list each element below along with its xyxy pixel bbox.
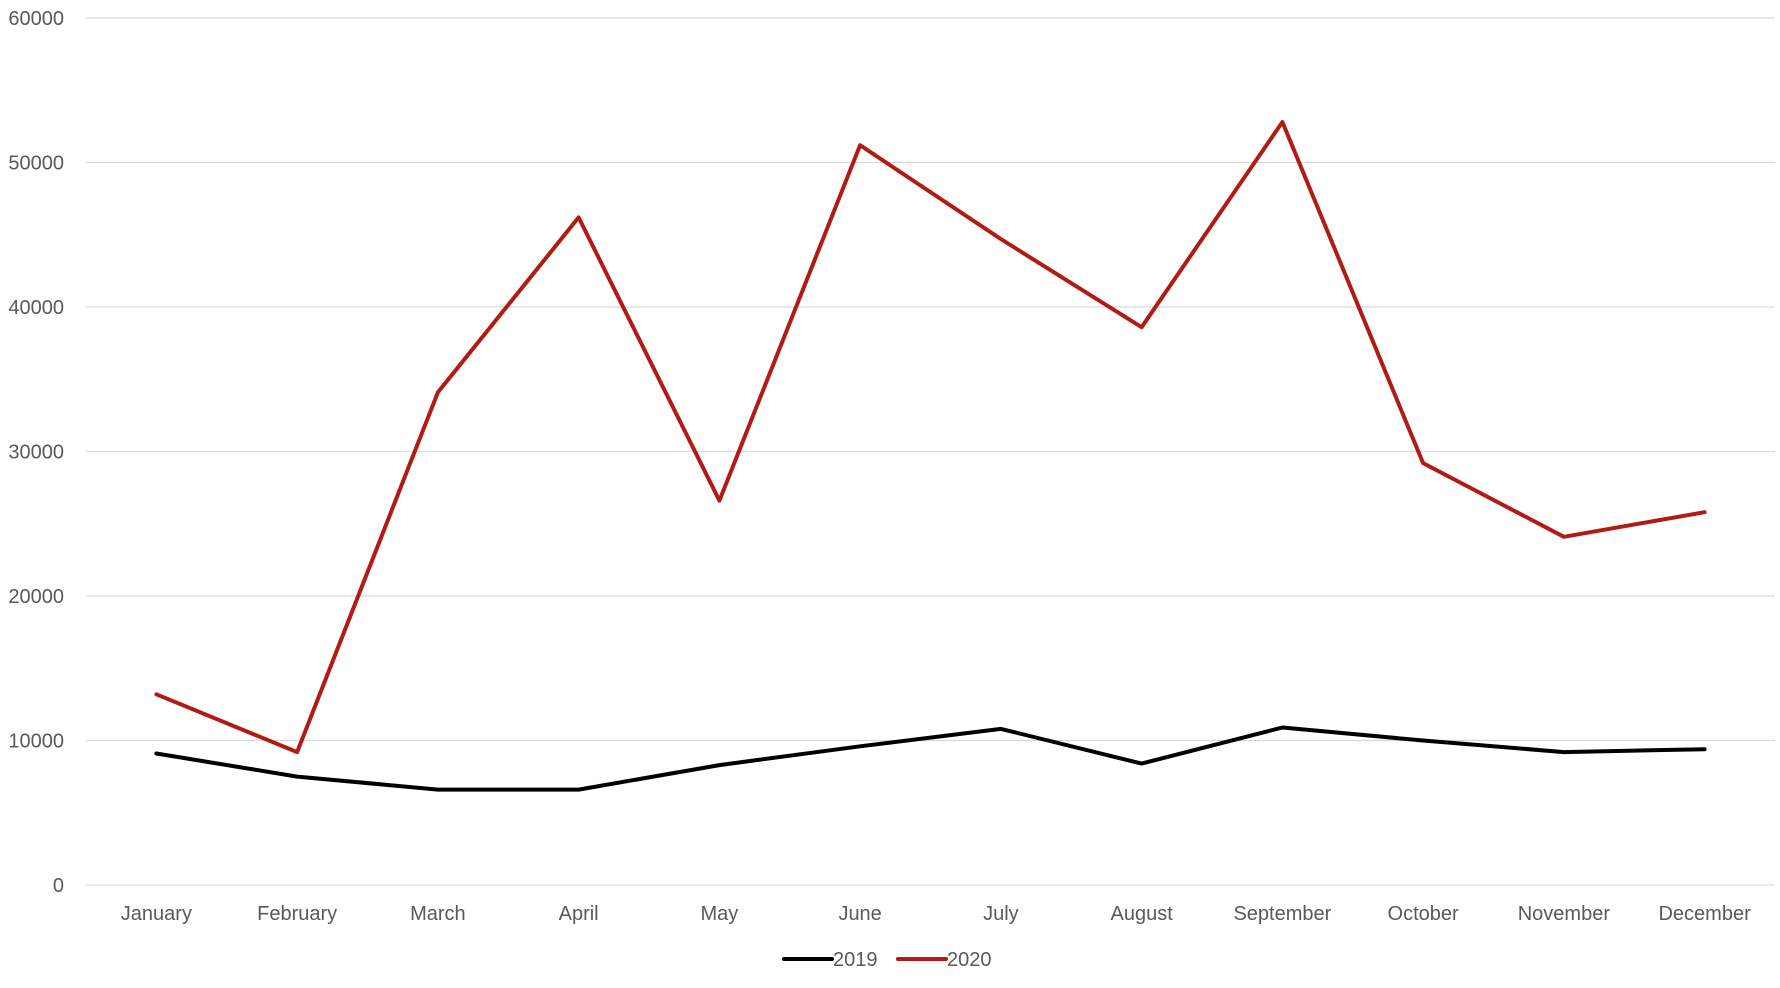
x-axis-ticks: January February March April May June July Augu… bbox=[121, 903, 1751, 925]
data-point-2019 bbox=[858, 744, 862, 748]
y-tick-label: 60000 bbox=[8, 8, 64, 30]
x-tick-label: November bbox=[1518, 903, 1611, 925]
data-point-2020 bbox=[717, 499, 721, 503]
y-tick-label: 50000 bbox=[8, 153, 64, 175]
gridlines bbox=[86, 17, 1775, 886]
x-tick-label: September bbox=[1233, 903, 1331, 925]
data-point-2019 bbox=[295, 775, 299, 779]
series-line-2020 bbox=[154, 120, 1707, 755]
x-tick-label: August bbox=[1110, 903, 1173, 925]
x-tick-label: December bbox=[1658, 903, 1751, 925]
y-tick-label: 10000 bbox=[8, 731, 64, 753]
series-line-2019 bbox=[154, 725, 1707, 792]
data-point-2020 bbox=[1280, 120, 1284, 124]
x-tick-label: July bbox=[983, 903, 1019, 925]
legend-item-2019: 2019 bbox=[782, 949, 878, 971]
y-tick-label: 30000 bbox=[8, 442, 64, 464]
data-point-2019 bbox=[577, 788, 581, 792]
y-tick-label: 40000 bbox=[8, 297, 64, 319]
y-tick-label: 20000 bbox=[8, 586, 64, 608]
legend: 2019 2020 bbox=[782, 949, 992, 971]
legend-label: 2019 bbox=[833, 949, 878, 971]
data-point-2019 bbox=[436, 788, 440, 792]
x-tick-label: April bbox=[559, 903, 599, 925]
data-point-2019 bbox=[1703, 747, 1707, 751]
data-point-2020 bbox=[1562, 535, 1566, 539]
data-point-2020 bbox=[1703, 510, 1707, 514]
data-point-2019 bbox=[1562, 750, 1566, 754]
data-point-2019 bbox=[1280, 726, 1284, 730]
data-point-2019 bbox=[999, 727, 1003, 731]
data-point-2020 bbox=[999, 237, 1003, 241]
x-tick-label: January bbox=[121, 903, 192, 925]
data-point-2019 bbox=[717, 763, 721, 767]
y-tick-label: 0 bbox=[53, 875, 64, 897]
data-point-2020 bbox=[1140, 325, 1144, 329]
data-point-2020 bbox=[577, 215, 581, 219]
data-point-2019 bbox=[1421, 739, 1425, 743]
x-tick-label: May bbox=[700, 903, 738, 925]
x-tick-label: February bbox=[257, 903, 337, 925]
data-point-2020 bbox=[858, 143, 862, 147]
legend-label: 2020 bbox=[947, 949, 992, 971]
data-point-2019 bbox=[1140, 762, 1144, 766]
data-point-2019 bbox=[154, 752, 158, 756]
legend-item-2020: 2020 bbox=[896, 949, 992, 971]
series-lines bbox=[154, 120, 1707, 792]
data-point-2020 bbox=[154, 692, 158, 696]
x-tick-label: June bbox=[838, 903, 881, 925]
x-tick-label: October bbox=[1388, 903, 1459, 925]
data-point-2020 bbox=[1421, 461, 1425, 465]
data-point-2020 bbox=[295, 750, 299, 754]
x-tick-label: March bbox=[410, 903, 466, 925]
y-axis-ticks: 0 10000 20000 30000 40000 50000 60000 bbox=[8, 8, 64, 897]
data-point-2020 bbox=[436, 390, 440, 394]
